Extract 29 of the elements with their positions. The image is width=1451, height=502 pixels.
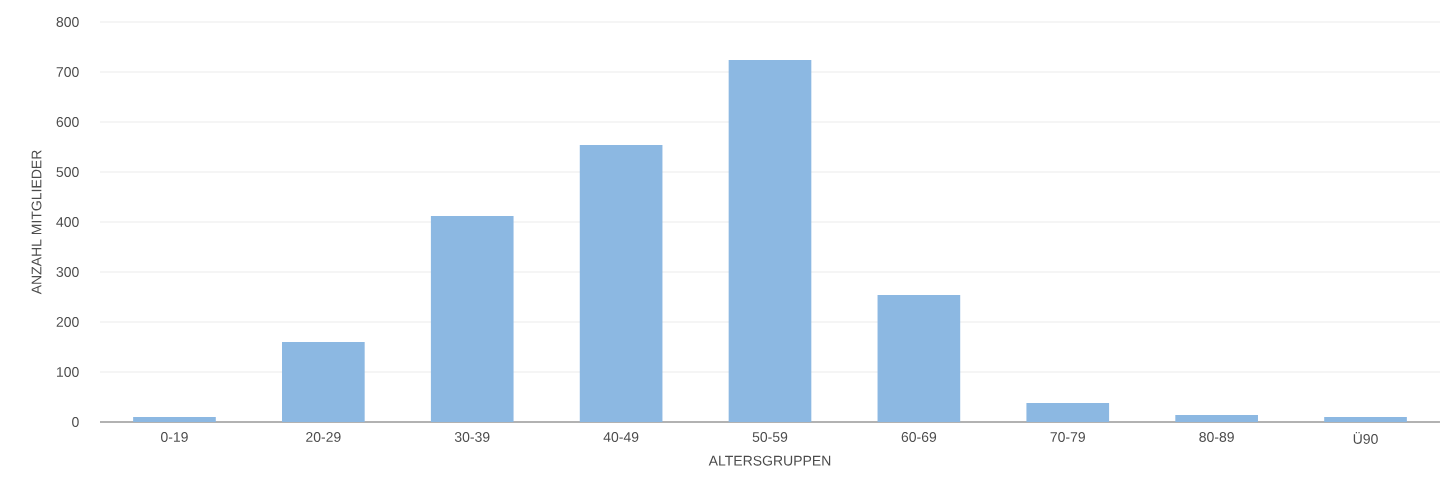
bar — [1324, 416, 1407, 422]
y-tick-label: 0 — [72, 417, 79, 427]
x-tick-label: 80-89 — [1199, 432, 1234, 442]
bar — [728, 59, 812, 422]
y-tick-label: 500 — [56, 167, 79, 177]
y-tick-label: 700 — [56, 67, 79, 77]
y-tick-label: 400 — [56, 217, 79, 227]
bar — [1026, 402, 1110, 422]
bar — [133, 416, 216, 422]
x-tick-label: Ü90 — [1353, 432, 1378, 444]
x-tick-label: 20-29 — [306, 432, 341, 442]
x-tick-label: 50-59 — [752, 432, 788, 442]
x-tick-label: 60-69 — [901, 432, 937, 442]
bar — [579, 144, 663, 422]
bar — [877, 294, 961, 422]
x-tick-label: 40-49 — [603, 432, 639, 442]
x-tick-label: 0-19 — [160, 432, 188, 442]
y-tick-label: 100 — [57, 367, 79, 377]
bar — [282, 341, 365, 422]
x-tick-label: 30-39 — [454, 432, 490, 442]
y-tick-label: 800 — [56, 17, 79, 27]
x-axis-title: ALTERSGRUPPEN — [708, 455, 831, 466]
y-tick-label: 600 — [56, 117, 79, 127]
y-axis-title: ANZAHL MITGLIEDER — [31, 150, 42, 295]
x-tick-label: 70-79 — [1050, 432, 1085, 442]
y-tick-label: 300 — [56, 267, 79, 277]
bar — [1175, 414, 1258, 422]
y-tick-label: 200 — [56, 317, 79, 327]
bar — [430, 215, 514, 422]
